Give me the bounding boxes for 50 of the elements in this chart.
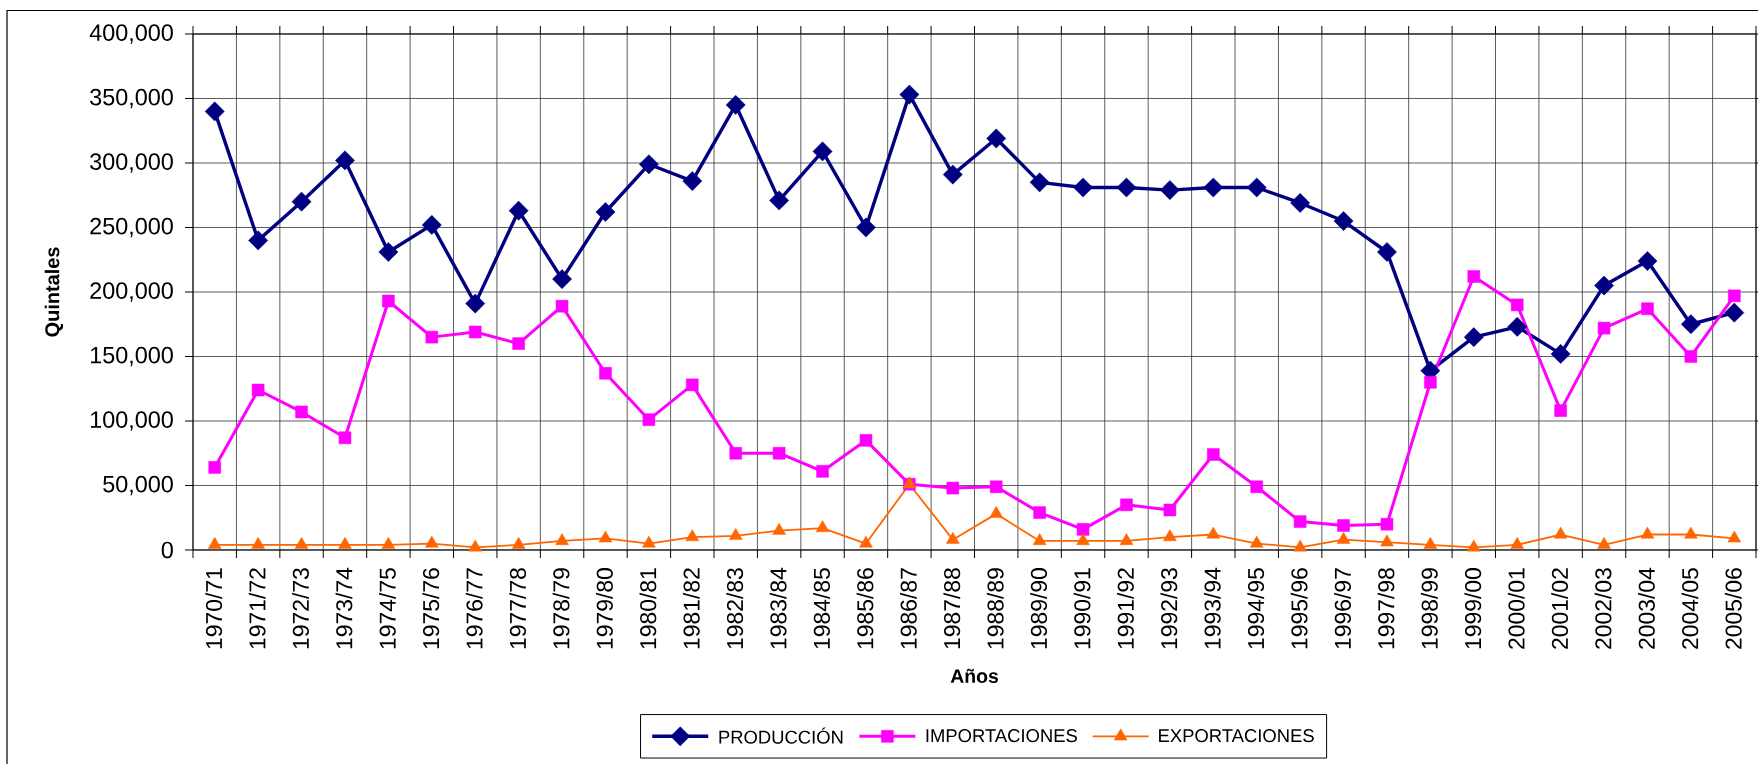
x-tick-label: 1974/75 [378,568,396,649]
y-tick-label: 50,000 [103,475,173,496]
x-tick-label: 1991/92 [1117,568,1134,649]
y-tick-label: 200,000 [90,282,173,302]
x-tick-label: 1981/82 [682,568,700,649]
x-tick-label: 1982/83 [726,568,744,649]
x-tick-label: 1998/99 [1420,568,1438,649]
x-tick-label: 2001/02 [1551,568,1569,649]
x-tick-label: 1980/81 [639,568,657,649]
y-axis-title: Quintales [44,247,64,337]
x-tick-label: 1975/76 [422,568,440,649]
x-tick-label: 2000/01 [1507,568,1525,649]
x-tick-label: 1984/85 [813,568,830,649]
x-tick-label: 2005/06 [1724,568,1742,649]
legend-label: IMPORTACIONES [926,729,1077,743]
x-tick-label: 1987/88 [943,568,961,649]
y-tick-label: 0 [161,541,173,559]
legend-label: PRODUCCIÓN [719,727,843,744]
y-tick-label: 250,000 [90,217,173,238]
x-tick-label: 1972/73 [292,568,309,649]
x-tick-label: 1983/84 [769,567,787,649]
x-tick-label: 1977/78 [509,568,527,649]
x-tick-label: 1979/80 [596,568,613,649]
y-tick-label: 400,000 [89,24,173,44]
x-tick-label: 1999/00 [1464,568,1482,649]
x-tick-label: 1993/94 [1203,567,1221,649]
x-tick-label: 1986/87 [899,568,917,649]
x-tick-label: 1992/93 [1160,568,1178,649]
x-tick-label: 1985/86 [856,568,874,649]
x-tick-label: 1973/74 [335,567,353,649]
legend-label: EXPORTACIONES [1159,729,1314,743]
x-tick-label: 1994/95 [1247,568,1265,649]
x-tick-label: 1996/97 [1334,568,1351,649]
x-tick-label: 2004/05 [1681,568,1699,649]
x-tick-label: 2002/03 [1594,568,1612,649]
x-tick-label: 1970/71 [205,568,223,649]
x-tick-label: 1997/98 [1377,568,1395,649]
x-tick-label: 1978/79 [552,568,570,649]
y-tick-label: 150,000 [90,346,173,367]
x-tick-label: 1995/96 [1290,568,1308,649]
x-tick-label: 1976/77 [465,568,483,649]
x-tick-label: 1971/72 [248,568,266,649]
y-tick-label: 100,000 [90,411,173,431]
x-tick-label: 1988/89 [986,568,1004,649]
y-tick-label: 350,000 [90,88,173,109]
x-tick-label: 1990/91 [1073,568,1091,649]
x-tick-label: 2003/04 [1638,567,1655,649]
x-axis-title: Años [950,668,998,683]
y-tick-label: 300,000 [90,153,173,173]
x-tick-label: 1989/90 [1030,568,1048,649]
